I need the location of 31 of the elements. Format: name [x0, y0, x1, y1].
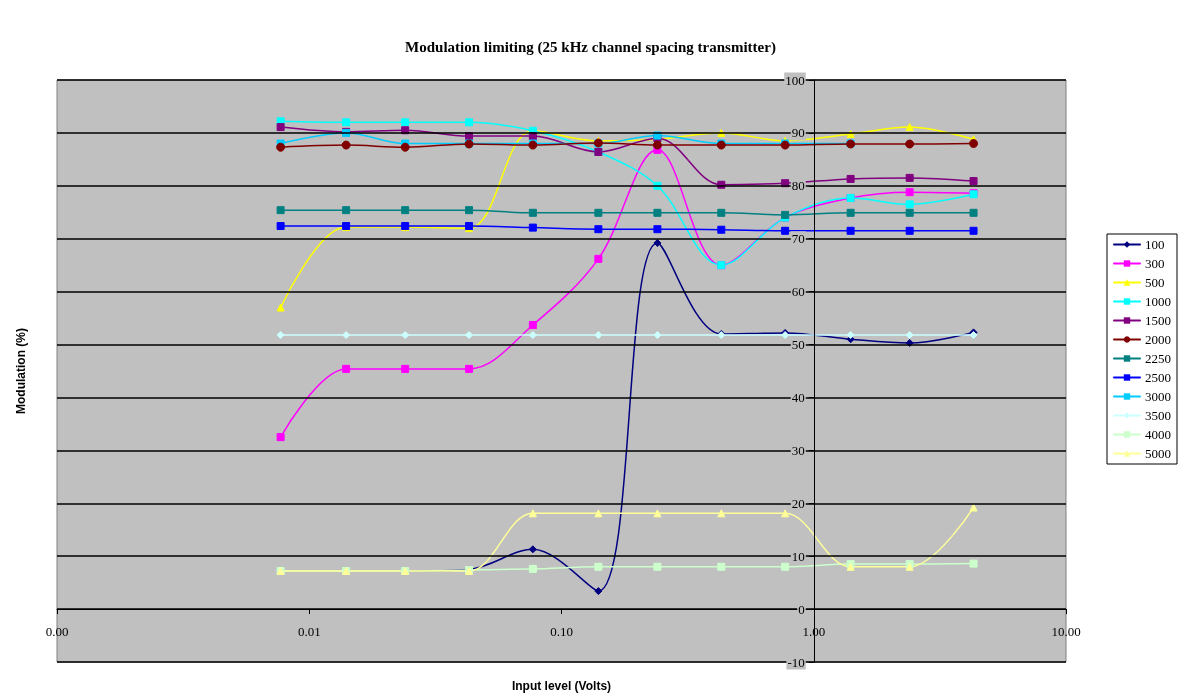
y-tick-label: 90 — [791, 125, 805, 141]
legend-label: 2500 — [1145, 370, 1171, 385]
y-tick-label: 20 — [791, 495, 805, 511]
legend-label: 100 — [1145, 237, 1165, 252]
legend-label: 300 — [1145, 256, 1165, 271]
chart-title: Modulation limiting (25 kHz channel spacing transmitter) — [405, 38, 776, 56]
legend-label: 2000 — [1145, 332, 1171, 347]
y-tick-label: 80 — [791, 178, 805, 194]
x-tick-label: 10.00 — [1051, 624, 1081, 640]
legend-label: 3500 — [1145, 408, 1171, 423]
y-tick-label: 0 — [798, 601, 805, 617]
legend-label: 500 — [1145, 275, 1165, 290]
y-tick-label: -10 — [787, 654, 805, 670]
x-tick-label: 0.00 — [45, 624, 69, 640]
y-axis-title: Modulation (%) — [14, 328, 28, 414]
legend-label: 2250 — [1145, 351, 1171, 366]
x-tick-label: 0.10 — [550, 624, 573, 640]
legend-label: 4000 — [1145, 427, 1171, 442]
x-axis-title: Input level (Volts) — [511, 679, 612, 693]
legend-label: 3000 — [1145, 389, 1171, 404]
legend-label: 1500 — [1145, 313, 1171, 328]
y-tick-label: 60 — [791, 284, 805, 300]
y-tick-label: 70 — [791, 231, 805, 247]
y-tick-label: 10 — [791, 548, 805, 564]
legend-label: 1000 — [1145, 294, 1171, 309]
y-tick-label: 40 — [791, 389, 805, 405]
y-tick-label: 100 — [785, 72, 805, 88]
y-tick-label: 30 — [791, 442, 805, 458]
legend-label: 5000 — [1145, 446, 1171, 461]
y-tick-label: 50 — [791, 337, 805, 353]
x-tick-label: 0.01 — [297, 624, 321, 640]
